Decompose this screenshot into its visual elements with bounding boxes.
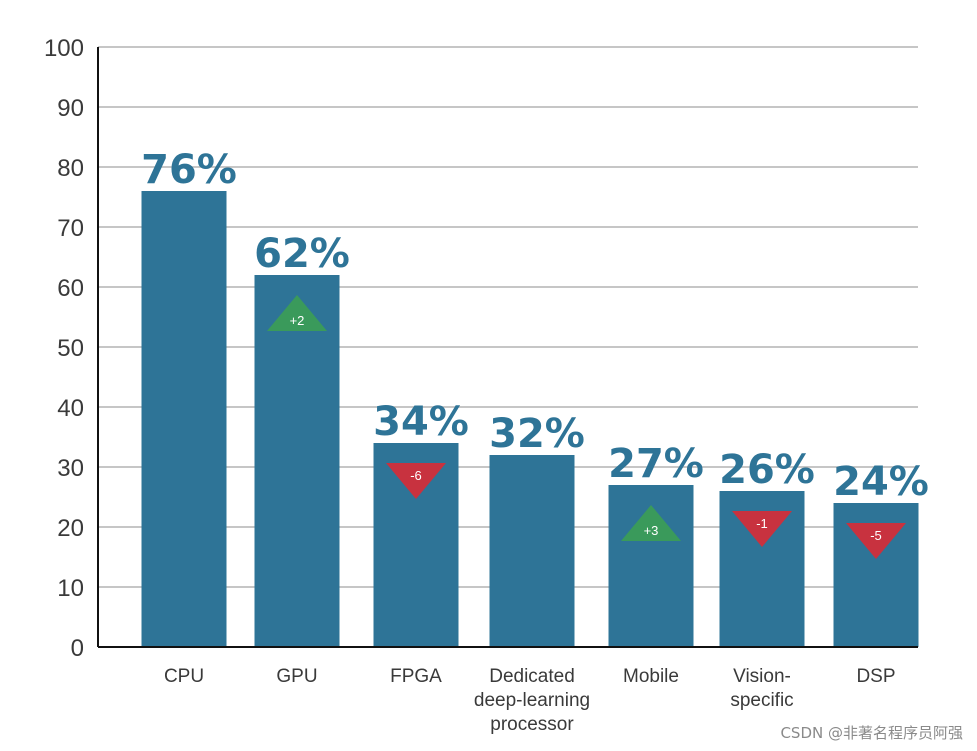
bars xyxy=(141,191,919,647)
y-tick-label-90: 90 xyxy=(57,95,84,122)
y-tick-label-70: 70 xyxy=(57,215,84,242)
change-label-mobile: +3 xyxy=(644,523,659,538)
change-indicators: +2 -6 +3 -1 -5 xyxy=(267,295,906,559)
value-label-mobile: 27% xyxy=(608,441,704,487)
bar-dedicated xyxy=(489,455,575,647)
x-tick-label-gpu: GPU xyxy=(276,666,317,687)
change-label-fpga: -6 xyxy=(410,468,422,483)
x-tick-labels: CPU GPU FPGA Dedicated deep-learning processo… xyxy=(164,666,896,735)
value-label-fpga: 34% xyxy=(373,399,469,445)
x-tick-label-dsp: DSP xyxy=(856,666,895,687)
change-label-vision: -1 xyxy=(756,516,768,531)
up-triangle-icon-gpu xyxy=(267,295,327,331)
y-tick-label-60: 60 xyxy=(57,275,84,302)
x-tick-label-mobile: Mobile xyxy=(623,666,679,687)
axes xyxy=(97,47,918,648)
watermark: CSDN @非著名程序员阿强 xyxy=(780,724,963,742)
value-label-dsp: 24% xyxy=(833,459,929,505)
bar-gpu xyxy=(254,275,340,647)
down-triangle-icon-dsp xyxy=(846,523,906,559)
y-tick-label-20: 20 xyxy=(57,515,84,542)
x-tick-label-cpu: CPU xyxy=(164,666,204,687)
y-tick-label-50: 50 xyxy=(57,335,84,362)
up-triangle-icon-mobile xyxy=(621,505,681,541)
y-tick-label-40: 40 xyxy=(57,395,84,422)
down-triangle-icon-vision xyxy=(732,511,792,547)
change-label-gpu: +2 xyxy=(290,313,305,328)
y-tick-label-10: 10 xyxy=(57,575,84,602)
x-tick-label-vision: Vision-specific xyxy=(730,666,793,711)
y-tick-label-30: 30 xyxy=(57,455,84,482)
bar-cpu xyxy=(141,191,227,647)
y-tick-label-80: 80 xyxy=(57,155,84,182)
value-label-vision: 26% xyxy=(719,447,815,493)
x-tick-label-fpga: FPGA xyxy=(390,666,442,687)
change-label-dsp: -5 xyxy=(870,528,882,543)
y-tick-label-100: 100 xyxy=(44,35,84,62)
x-tick-label-dedicated: Dedicated deep-learning processor xyxy=(474,666,590,735)
value-labels: 76% 62% 34% 32% 27% 26% 24% xyxy=(141,147,929,505)
gridlines xyxy=(98,46,918,588)
y-tick-labels: 0 10 20 30 40 50 60 70 80 90 100 xyxy=(44,35,84,662)
value-label-cpu: 76% xyxy=(141,147,237,193)
value-label-gpu: 62% xyxy=(254,231,350,277)
y-tick-label-0: 0 xyxy=(71,635,84,662)
down-triangle-icon-fpga xyxy=(386,463,446,499)
value-label-dedicated: 32% xyxy=(489,411,585,457)
